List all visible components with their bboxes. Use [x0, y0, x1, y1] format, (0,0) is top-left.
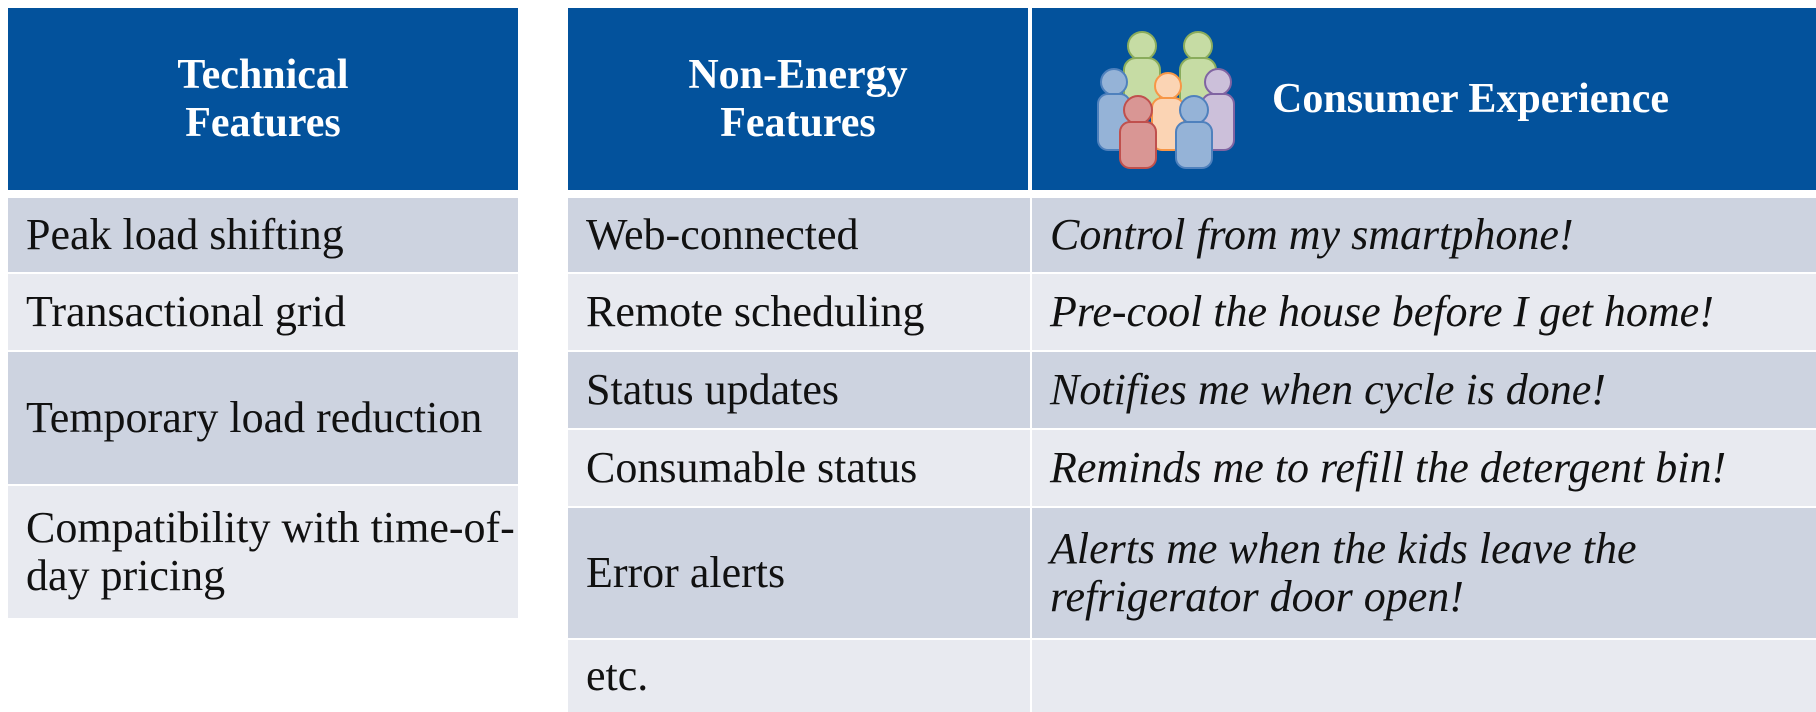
- people-icon: [1097, 31, 1235, 169]
- feature-cell: Status updates: [568, 352, 1030, 428]
- cell-text: Peak load shifting: [26, 209, 344, 259]
- header-text: Consumer Experience: [1272, 75, 1670, 122]
- experience-cell: Control from my smartphone!: [1032, 198, 1816, 272]
- experience-cell: Notifies me when cycle is done!: [1032, 352, 1816, 428]
- left-cell: Peak load shifting: [8, 198, 518, 272]
- experience-cell: Reminds me to refill the detergent bin!: [1032, 430, 1816, 506]
- cell-text: Alerts me when the kids leave the refrig…: [1050, 523, 1637, 621]
- feature-cell: Error alerts: [568, 508, 1030, 638]
- cell-text: Reminds me to refill the detergent bin!: [1050, 442, 1727, 492]
- left-header: Technical Features: [8, 8, 518, 190]
- right-header-1: Non-Energy Features: [568, 8, 1028, 190]
- header-text: Technical Features: [177, 51, 349, 146]
- cell-text: Status updates: [586, 364, 839, 414]
- cell-text: Transactional grid: [26, 286, 346, 336]
- cell-text: Pre-cool the house before I get home!: [1050, 286, 1714, 336]
- cell-text: Error alerts: [586, 547, 786, 597]
- experience-cell: [1032, 640, 1816, 712]
- feature-cell: etc.: [568, 640, 1030, 712]
- feature-cell: Remote scheduling: [568, 274, 1030, 350]
- cell-text: Control from my smartphone!: [1050, 209, 1574, 259]
- experience-cell: Pre-cool the house before I get home!: [1032, 274, 1816, 350]
- feature-cell: Consumable status: [568, 430, 1030, 506]
- experience-cell: Alerts me when the kids leave the refrig…: [1032, 508, 1816, 638]
- cell-text: Notifies me when cycle is done!: [1050, 364, 1606, 414]
- cell-text: Temporary load reduction: [26, 392, 483, 442]
- header-text: Non-Energy Features: [688, 51, 908, 146]
- left-cell: Transactional grid: [8, 274, 518, 350]
- left-cell: Temporary load reduction: [8, 352, 518, 484]
- feature-cell: Web-connected: [568, 198, 1030, 272]
- cell-text: Web-connected: [586, 209, 859, 259]
- left-cell: Compatibility with time-of-day pricing: [8, 486, 518, 618]
- cell-text: etc.: [586, 650, 649, 700]
- cell-text: Compatibility with time-of-day pricing: [26, 502, 515, 600]
- cell-text: Remote scheduling: [586, 286, 925, 336]
- cell-text: Consumable status: [586, 442, 918, 492]
